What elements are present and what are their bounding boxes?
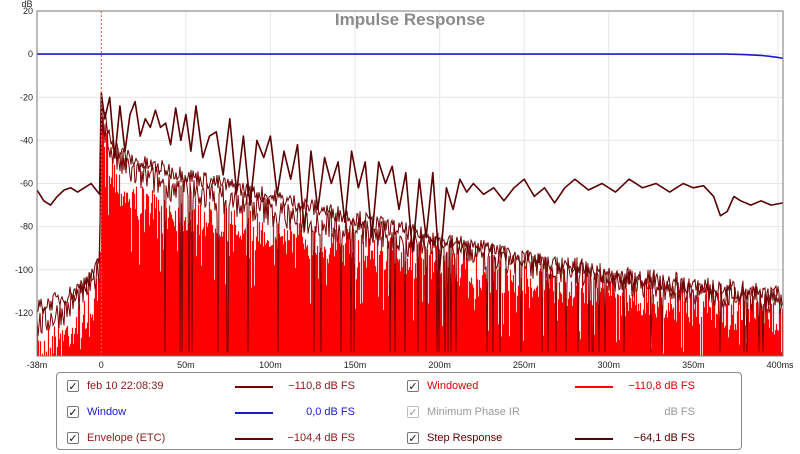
legend-row: ✓ Envelope (ETC) −104,4 dB FS ✓ Step Res… (57, 429, 741, 449)
series-window (37, 53, 784, 60)
x-tick-label: 100m (259, 360, 282, 370)
legend-label: Envelope (ETC) (87, 432, 166, 444)
legend-row: ✓ feb 10 22:08:39 −110,8 dB FS ✓ Windowe… (57, 377, 741, 397)
legend-value: −64,1 dB FS (633, 432, 695, 444)
legend-value: −110,8 dB FS (628, 380, 695, 392)
legend-value: −104,4 dB FS (287, 432, 355, 444)
y-tick-label: -80 (20, 222, 33, 232)
legend-label: Window (87, 406, 127, 418)
legend-item-minimum-phase-ir[interactable]: ✓ Minimum Phase IR dB FS (397, 403, 737, 423)
legend-checkbox[interactable]: ✓ (67, 432, 79, 445)
legend-label: Windowed (427, 380, 479, 392)
x-tick-label: 250m (513, 360, 536, 370)
legend-checkbox[interactable]: ✓ (407, 406, 419, 419)
legend-swatch (235, 438, 273, 440)
plot-frame (36, 10, 784, 357)
legend-item-feb-10[interactable]: ✓ feb 10 22:08:39 −110,8 dB FS (57, 377, 397, 397)
chart-title: Impulse Response (335, 10, 485, 29)
legend-checkbox[interactable]: ✓ (67, 380, 79, 393)
axis-ticks: 20 0 -20 -40 -60 -80 -100 -120 -38m 0 50m 100m 150m 2… (15, 6, 789, 370)
x-tick-label: -38m (27, 360, 48, 370)
legend-checkbox[interactable]: ✓ (67, 406, 79, 419)
y-tick-label: 0 (28, 49, 33, 59)
legend-value: 0,0 dB FS (306, 406, 355, 418)
series-step-response (36, 92, 784, 271)
legend-item-step-response[interactable]: ✓ Step Response −64,1 dB FS (397, 429, 737, 449)
x-tick-label: 200m (428, 360, 451, 370)
legend-swatch (235, 412, 273, 414)
legend-swatch (575, 386, 613, 388)
x-tick-label: 300m (598, 360, 621, 370)
series-layer (36, 53, 784, 356)
impulse-response-chart: 20 0 -20 -40 -60 -80 -100 -120 -38m 0 50m 100m 150m 2… (15, 0, 794, 370)
x-tick-label: 150m (344, 360, 367, 370)
x-tick-label: 50m (177, 360, 195, 370)
y-tick-label: -20 (20, 92, 33, 102)
legend-label: Step Response (427, 432, 503, 444)
y-axis-label: dB (21, 0, 32, 9)
y-tick-label: 20 (23, 6, 33, 16)
legend-swatch (235, 386, 273, 388)
x-tick-label: 400m (767, 360, 790, 370)
legend-value: dB FS (664, 406, 695, 418)
legend-label: feb 10 22:08:39 (87, 380, 164, 392)
x-axis-unit: s (789, 360, 794, 370)
legend-item-windowed[interactable]: ✓ Windowed −110,8 dB FS (397, 377, 737, 397)
legend-item-window[interactable]: ✓ Window 0,0 dB FS (57, 403, 397, 423)
y-tick-label: -100 (15, 265, 33, 275)
y-tick-label: -60 (20, 179, 33, 189)
legend-checkbox[interactable]: ✓ (407, 380, 419, 393)
legend-label: Minimum Phase IR (427, 406, 520, 418)
y-tick-label: -120 (15, 308, 33, 318)
legend-checkbox[interactable]: ✓ (407, 432, 419, 445)
y-tick-label: -40 (20, 135, 33, 145)
series-feb-10-22-08-39 (36, 110, 783, 353)
legend-swatch (575, 438, 613, 440)
legend-panel: ✓ feb 10 22:08:39 −110,8 dB FS ✓ Windowe… (56, 372, 742, 450)
x-tick-label: 350m (682, 360, 705, 370)
legend-item-envelope-etc[interactable]: ✓ Envelope (ETC) −104,4 dB FS (57, 429, 397, 449)
x-tick-label: 0 (99, 360, 104, 370)
legend-value: −110,8 dB FS (288, 380, 355, 392)
legend-row: ✓ Window 0,0 dB FS ✓ Minimum Phase IR dB… (57, 403, 741, 423)
